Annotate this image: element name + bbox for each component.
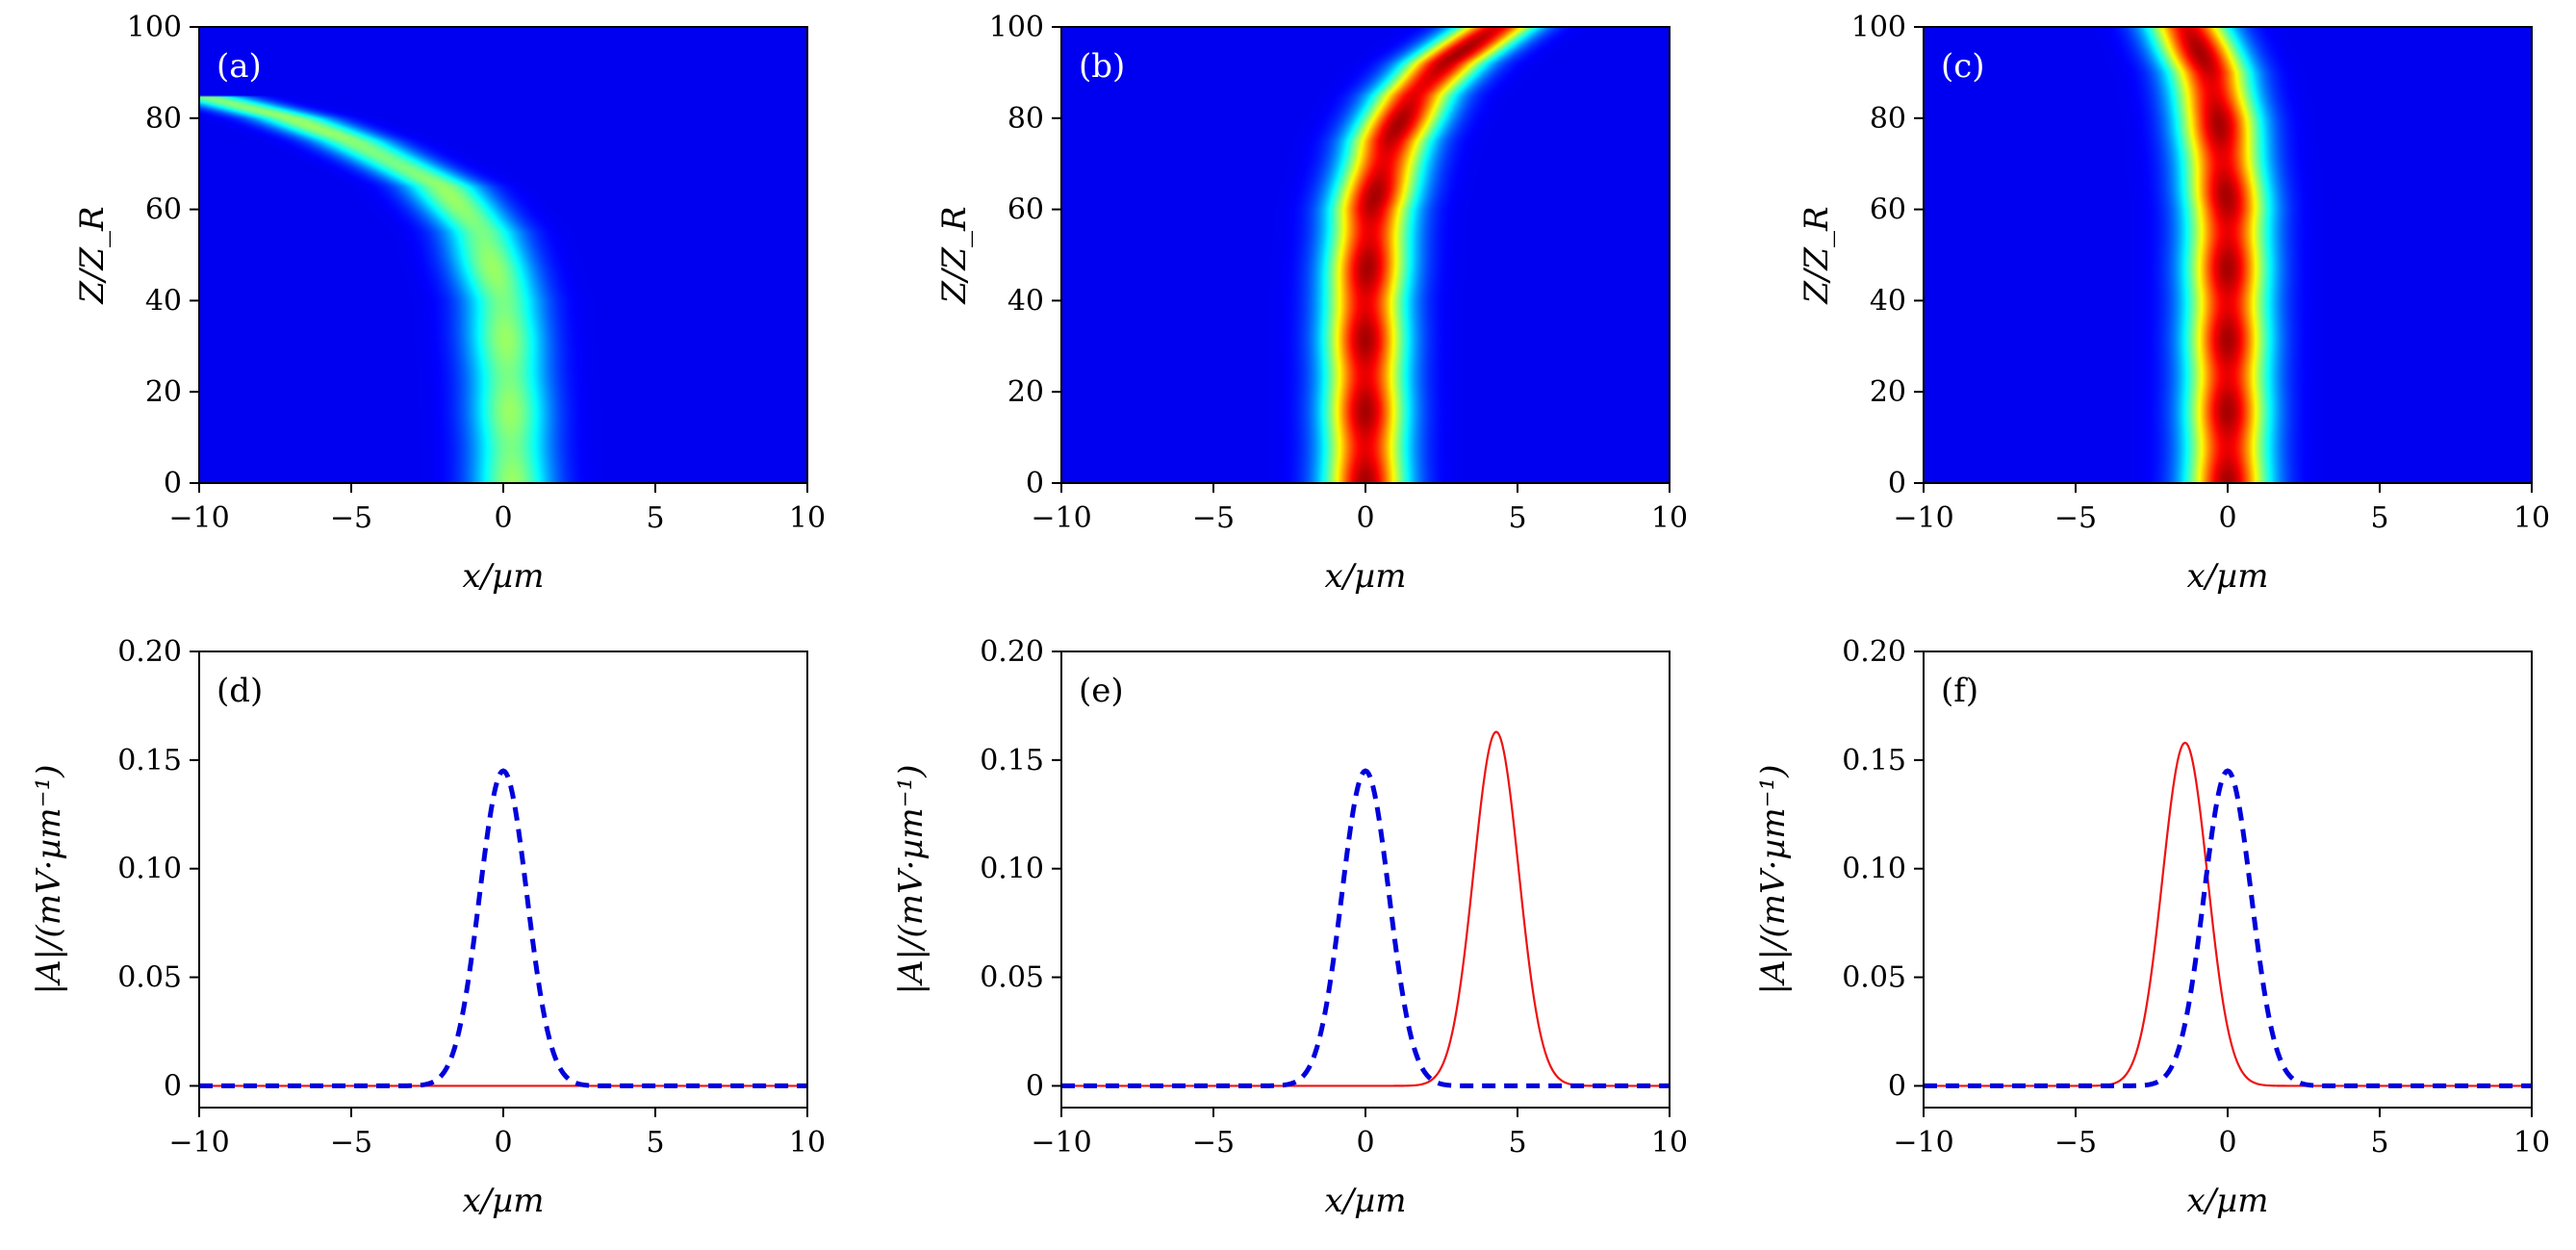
panel-label-d: (d) xyxy=(217,672,263,710)
panel-label-e: (e) xyxy=(1079,672,1124,710)
x-tick-label: 10 xyxy=(2513,501,2550,535)
panel-label-a: (a) xyxy=(217,47,262,86)
y-tick-label: 0 xyxy=(164,467,182,500)
x-tick-label: 5 xyxy=(646,1126,664,1160)
x-axis-label: x/µm xyxy=(463,557,545,596)
y-tick-label: 100 xyxy=(127,11,182,44)
y-tick-label: 0 xyxy=(1026,1069,1044,1103)
y-tick-label: 0 xyxy=(164,1069,182,1103)
y-tick-label: 0.10 xyxy=(117,853,182,886)
y-tick-label: 80 xyxy=(1007,102,1044,136)
y-tick-label: 80 xyxy=(1870,102,1906,136)
y-tick-label: 0.15 xyxy=(1842,744,1906,778)
y-tick-label: 0 xyxy=(1888,1069,1906,1103)
y-tick-label: 80 xyxy=(145,102,182,136)
y-axis-label: |A|/(mV·µm⁻¹) xyxy=(30,765,68,995)
y-tick-label: 20 xyxy=(145,375,182,409)
x-tick-label: −10 xyxy=(168,1126,229,1160)
x-tick-label: 10 xyxy=(2513,1126,2550,1160)
y-tick-label: 40 xyxy=(1007,284,1044,318)
x-tick-label: 10 xyxy=(789,1126,826,1160)
x-tick-label: 10 xyxy=(1651,501,1688,535)
x-tick-label: −10 xyxy=(1893,1126,1953,1160)
x-tick-label: 0 xyxy=(1356,501,1374,535)
x-tick-label: −10 xyxy=(1031,1126,1091,1160)
y-tick-label: 100 xyxy=(1851,11,1906,44)
y-tick-label: 0.20 xyxy=(980,635,1044,669)
x-tick-label: −5 xyxy=(1192,501,1235,535)
x-tick-label: 5 xyxy=(1508,1126,1526,1160)
x-tick-label: −5 xyxy=(1192,1126,1235,1160)
x-tick-label: −10 xyxy=(168,501,229,535)
panel-d: −10 −5 0 5 10 0 0.05 0.10 0.15 0.20 x/µm |A|/(mV·µm… xyxy=(30,635,826,1220)
x-tick-label: −5 xyxy=(2054,501,2097,535)
y-axis-label: Z/Z_R xyxy=(1798,206,1836,304)
series-line-d-0 xyxy=(199,768,807,1088)
y-axis-label: |A|/(mV·µm⁻¹) xyxy=(892,765,931,995)
plot-frame-d xyxy=(198,651,808,1109)
x-tick-label: 5 xyxy=(2370,1126,2388,1160)
x-axis-label: x/µm xyxy=(2187,557,2269,596)
plot-frame-e xyxy=(1060,651,1671,1109)
y-tick-label: 0.05 xyxy=(117,961,182,995)
y-tick-label: 20 xyxy=(1870,375,1906,409)
y-tick-label: 60 xyxy=(1007,193,1044,227)
x-tick-label: −10 xyxy=(1893,501,1953,535)
panel-label-b: (b) xyxy=(1079,47,1125,86)
y-axis-label: Z/Z_R xyxy=(73,206,112,304)
x-tick-label: −5 xyxy=(330,501,372,535)
x-tick-label: 10 xyxy=(789,501,826,535)
y-tick-label: 0.10 xyxy=(980,853,1044,886)
y-axis-label: |A|/(mV·µm⁻¹) xyxy=(1754,765,1793,995)
x-tick-label: −5 xyxy=(2054,1126,2097,1160)
x-axis-label: x/µm xyxy=(1325,1182,1407,1220)
x-tick-label: 5 xyxy=(2370,501,2388,535)
plot-frame-f xyxy=(1923,651,2533,1109)
series-line-e-0 xyxy=(1061,768,1670,1088)
y-tick-label: 0.05 xyxy=(980,961,1044,995)
x-tick-label: 10 xyxy=(1651,1126,1688,1160)
y-tick-label: 0.05 xyxy=(1842,961,1906,995)
x-tick-label: 0 xyxy=(1356,1126,1374,1160)
x-tick-label: 0 xyxy=(494,1126,512,1160)
heatmap-c xyxy=(1924,27,2532,483)
series-line-e-1 xyxy=(1061,730,1670,1087)
y-tick-label: 0.20 xyxy=(117,635,182,669)
y-tick-label: 0.15 xyxy=(117,744,182,778)
y-axis-label: Z/Z_R xyxy=(935,206,974,304)
x-tick-label: −5 xyxy=(330,1126,372,1160)
y-tick-label: 0.20 xyxy=(1842,635,1906,669)
y-tick-label: 0 xyxy=(1026,467,1044,500)
heatmap-b xyxy=(1061,27,1670,483)
y-tick-label: 0 xyxy=(1888,467,1906,500)
y-tick-label: 0.10 xyxy=(1842,853,1906,886)
y-tick-label: 60 xyxy=(145,193,182,227)
x-axis-label: x/µm xyxy=(1325,557,1407,596)
x-tick-label: 0 xyxy=(2218,501,2236,535)
x-tick-label: 0 xyxy=(494,501,512,535)
x-axis-label: x/µm xyxy=(463,1182,545,1220)
panel-label-f: (f) xyxy=(1941,672,1978,710)
heatmap-a xyxy=(199,27,807,483)
panel-label-c: (c) xyxy=(1941,47,1985,86)
series-line-f-1 xyxy=(1924,741,2532,1087)
x-axis-label: x/µm xyxy=(2187,1182,2269,1220)
panel-f: −10 −5 0 5 10 0 0.05 0.10 0.15 0.20 x/µm |A|/(mV·µm… xyxy=(1754,635,2550,1220)
x-tick-label: −10 xyxy=(1031,501,1091,535)
series-line-f-0 xyxy=(1924,768,2532,1088)
panel-e: −10 −5 0 5 10 0 0.05 0.10 0.15 0.20 x/µm |A|/(mV·µm… xyxy=(892,635,1688,1220)
x-tick-label: 5 xyxy=(1508,501,1526,535)
x-tick-label: 0 xyxy=(2218,1126,2236,1160)
y-tick-label: 60 xyxy=(1870,193,1906,227)
y-tick-label: 0.15 xyxy=(980,744,1044,778)
y-tick-label: 20 xyxy=(1007,375,1044,409)
y-tick-label: 40 xyxy=(1870,284,1906,318)
x-tick-label: 5 xyxy=(646,501,664,535)
y-tick-label: 40 xyxy=(145,284,182,318)
y-tick-label: 100 xyxy=(989,11,1044,44)
